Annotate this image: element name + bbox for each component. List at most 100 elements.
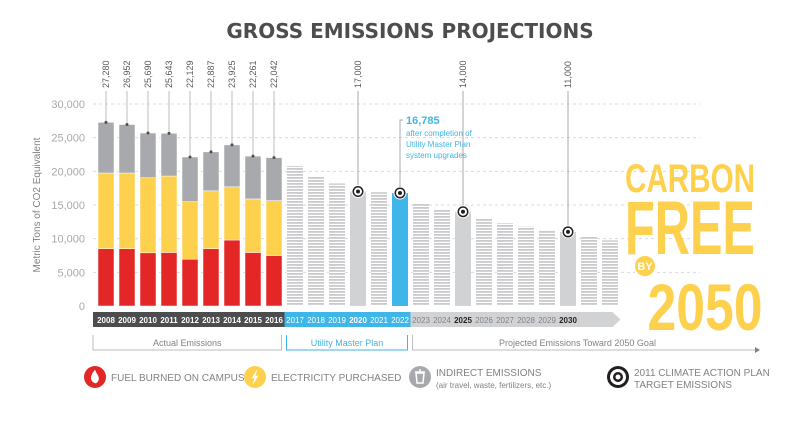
y-tick-label: 0 [79, 301, 85, 313]
projected-bar-2030 [560, 231, 576, 306]
x-tick-label: 2027 [496, 316, 514, 325]
x-tick-label: 2022 [391, 316, 409, 325]
bar-segment-fuel-2009 [118, 248, 136, 307]
bar-segment-fuel-2013 [202, 248, 220, 307]
projected-bar-post-2030-15 [602, 240, 618, 306]
total-marker [230, 143, 234, 147]
bar-segment-electricity-2013 [202, 190, 220, 250]
target-center [357, 190, 359, 193]
period-label: Actual Emissions [153, 338, 222, 348]
total-marker [146, 131, 150, 135]
projected-bar-post-2030-14 [581, 236, 597, 306]
total-label-2008: 27,280 [101, 60, 111, 88]
bar-segment-indirect-2008 [97, 122, 115, 174]
x-tick-label: 2019 [328, 316, 346, 325]
period-bracket [92, 335, 282, 351]
bar-segment-fuel-2015 [244, 252, 262, 307]
bar-segment-electricity-2012 [181, 201, 199, 260]
legend-sublabel: (air travel, waste, fertilizers, etc.) [436, 381, 551, 390]
bar-segment-indirect-2013 [202, 151, 220, 192]
period-label: Projected Emissions Toward 2050 Goal [499, 338, 656, 348]
bar-segment-fuel-2014 [223, 239, 241, 307]
goal-year: 2050 [648, 270, 763, 344]
x-tick-label: 2018 [307, 316, 325, 325]
total-label-2009: 26,952 [122, 60, 132, 88]
target-label-2030: 11,000 [563, 61, 573, 88]
x-tick-label: 2025 [454, 316, 472, 325]
x-tick-label: 2011 [160, 316, 178, 325]
bar-segment-fuel-2008 [97, 248, 115, 307]
projected-bar-2017 [287, 165, 303, 306]
target-icon [607, 366, 629, 388]
y-tick-label: 25,000 [51, 133, 85, 145]
highlight-leader-line [399, 119, 403, 187]
x-tick-label: 2020 [349, 316, 367, 325]
projected-bar-2024 [434, 209, 450, 306]
bar-segment-fuel-2011 [160, 252, 178, 307]
total-label-2013: 22,887 [206, 60, 216, 88]
bar-segment-fuel-2012 [181, 258, 199, 307]
projected-bar-2020 [350, 191, 366, 306]
highlight-note: Utility Master Plan [406, 140, 470, 149]
bar-segment-indirect-2015 [244, 155, 262, 200]
axis-band-utility [284, 312, 411, 327]
x-tick-label: 2023 [412, 316, 430, 325]
projected-bar-2019 [329, 183, 345, 306]
projected-bar-2026 [476, 218, 492, 306]
bar-segment-indirect-2011 [160, 133, 178, 177]
x-tick-label: 2017 [286, 316, 304, 325]
highlight-note: after completion of [406, 129, 473, 138]
target-center [462, 210, 464, 213]
projected-bar-2027 [497, 223, 513, 306]
y-tick-label: 5,000 [57, 267, 85, 279]
total-label-2010: 25,690 [143, 60, 153, 88]
target-label-2020: 17,000 [353, 60, 363, 88]
target-center [567, 230, 569, 233]
trash-can-icon [409, 366, 431, 388]
bar-segment-electricity-2016 [265, 200, 283, 256]
total-marker [104, 120, 108, 124]
bar-segment-fuel-2016 [265, 255, 283, 307]
projected-bar-2022 [392, 192, 408, 306]
projected-bar-2018 [308, 176, 324, 306]
bar-segment-electricity-2011 [160, 175, 178, 253]
bar-segment-indirect-2012 [181, 156, 199, 202]
legend-label: INDIRECT EMISSIONS [436, 368, 542, 379]
bar-segment-electricity-2014 [223, 186, 241, 241]
period-label: Utility Master Plan [311, 338, 384, 348]
total-label-2012: 22,129 [185, 60, 195, 88]
x-tick-label: 2026 [475, 316, 493, 325]
total-label-2016: 22,042 [269, 60, 279, 88]
x-tick-label: 2012 [181, 316, 199, 325]
x-tick-label: 2014 [223, 316, 241, 325]
projected-bar-2021 [371, 192, 387, 306]
flame-icon [84, 366, 106, 388]
projected-bar-2023 [413, 202, 429, 306]
legend-label: 2011 CLIMATE ACTION PLAN [634, 368, 770, 379]
goal-carbon: CARBON [625, 157, 755, 201]
x-tick-label: 2029 [538, 316, 556, 325]
bar-segment-electricity-2008 [97, 172, 115, 250]
x-tick-label: 2015 [244, 316, 262, 325]
x-tick-label: 2009 [118, 316, 136, 325]
x-tick-label: 2008 [97, 316, 115, 325]
chart-title: GROSS EMISSIONS PROJECTIONS [226, 19, 593, 43]
total-marker [272, 156, 276, 160]
highlight-value: 16,785 [406, 115, 440, 127]
sun-icon [633, 254, 657, 278]
total-label-2014: 23,925 [227, 60, 237, 88]
bar-segment-indirect-2016 [265, 157, 283, 201]
x-tick-label: 2010 [139, 316, 157, 325]
bar-segment-electricity-2015 [244, 198, 262, 253]
y-tick-label: 10,000 [51, 234, 85, 246]
period-bracket [286, 335, 408, 351]
bar-segment-indirect-2014 [223, 144, 241, 188]
legend-sublabel: TARGET EMISSIONS [634, 380, 732, 391]
legend-label: ELECTRICITY PURCHASED [271, 373, 401, 384]
period-bracket [412, 335, 755, 351]
target-label-2025: 14,000 [458, 60, 468, 88]
total-marker [251, 154, 255, 158]
total-marker [209, 150, 213, 154]
